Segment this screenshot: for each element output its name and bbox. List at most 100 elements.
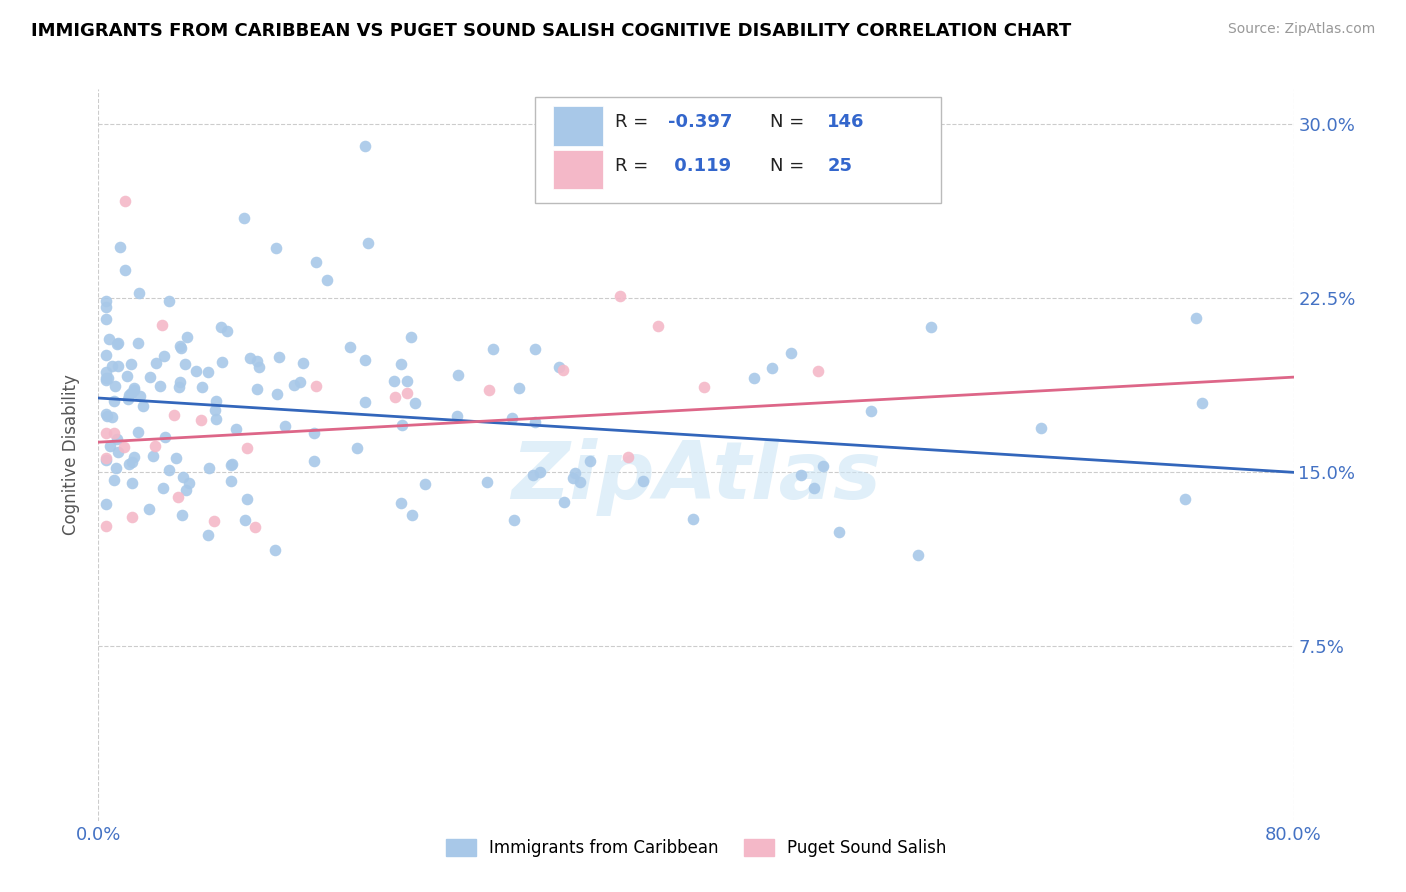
Point	[167, 380, 190, 394]
Point	[103, 474, 125, 488]
Legend: Immigrants from Caribbean, Puget Sound Salish: Immigrants from Caribbean, Puget Sound S…	[439, 832, 953, 863]
Point	[139, 370, 162, 384]
Point	[578, 454, 600, 468]
Point	[551, 363, 574, 377]
Point	[121, 455, 143, 469]
Point	[446, 409, 468, 423]
Text: ZipAtlas: ZipAtlas	[510, 438, 882, 516]
Point	[357, 236, 380, 251]
Point	[247, 360, 270, 375]
Text: Source: ZipAtlas.com: Source: ZipAtlas.com	[1227, 22, 1375, 37]
Point	[107, 359, 129, 373]
Point	[478, 383, 501, 397]
Point	[404, 395, 426, 409]
Point	[346, 441, 368, 455]
Text: N =: N =	[770, 157, 810, 175]
Point	[205, 411, 228, 425]
Point	[121, 476, 143, 491]
Point	[302, 454, 325, 468]
Point	[1191, 395, 1213, 409]
Point	[354, 353, 377, 368]
Point	[121, 510, 143, 524]
Point	[617, 450, 640, 464]
FancyBboxPatch shape	[534, 96, 941, 202]
Point	[94, 497, 117, 511]
Point	[103, 394, 125, 409]
Point	[211, 354, 233, 368]
Point	[790, 468, 813, 483]
Point	[742, 371, 765, 385]
Text: 0.119: 0.119	[668, 157, 731, 175]
Point	[145, 355, 167, 369]
Point	[115, 369, 138, 384]
Text: 146: 146	[827, 113, 865, 131]
Point	[274, 419, 297, 434]
Point	[152, 481, 174, 495]
Point	[235, 512, 257, 526]
Point	[153, 430, 176, 444]
Point	[143, 439, 166, 453]
Point	[391, 417, 413, 432]
Point	[221, 457, 243, 471]
Point	[633, 474, 655, 488]
Point	[283, 378, 305, 392]
Point	[396, 385, 419, 400]
Point	[127, 335, 149, 350]
Text: IMMIGRANTS FROM CARIBBEAN VS PUGET SOUND SALISH COGNITIVE DISABILITY CORRELATION: IMMIGRANTS FROM CARIBBEAN VS PUGET SOUND…	[31, 22, 1071, 40]
Point	[98, 439, 121, 453]
Point	[235, 492, 257, 507]
Point	[609, 289, 631, 303]
Point	[118, 457, 141, 471]
Point	[353, 394, 375, 409]
Point	[172, 470, 194, 484]
Point	[264, 241, 287, 255]
Point	[114, 441, 136, 455]
Point	[197, 365, 219, 379]
Point	[503, 513, 526, 527]
Point	[157, 294, 180, 309]
Point	[94, 371, 117, 385]
Point	[1185, 311, 1208, 326]
Point	[304, 255, 326, 269]
Point	[128, 285, 150, 300]
Point	[267, 350, 290, 364]
Point	[384, 390, 406, 404]
Point	[522, 467, 544, 482]
Point	[176, 330, 198, 344]
Point	[780, 346, 803, 360]
Point	[219, 474, 242, 488]
Point	[204, 403, 226, 417]
Point	[142, 449, 165, 463]
Point	[266, 387, 288, 401]
Point	[122, 383, 145, 397]
Point	[761, 361, 783, 376]
Point	[124, 381, 146, 395]
Point	[149, 378, 172, 392]
Point	[225, 422, 247, 436]
Point	[129, 389, 152, 403]
Text: -0.397: -0.397	[668, 113, 733, 131]
Point	[1174, 491, 1197, 506]
Point	[190, 380, 212, 394]
Point	[169, 339, 191, 353]
Text: R =: R =	[614, 157, 654, 175]
Point	[1031, 421, 1053, 435]
Point	[94, 426, 117, 441]
Point	[693, 380, 716, 394]
Point	[96, 409, 118, 423]
Point	[105, 461, 128, 475]
Point	[339, 340, 361, 354]
Point	[127, 425, 149, 439]
Point	[396, 375, 419, 389]
Point	[122, 450, 145, 464]
Point	[475, 475, 498, 489]
Point	[163, 408, 186, 422]
Point	[197, 461, 219, 475]
Point	[174, 483, 197, 498]
Point	[215, 324, 238, 338]
Point	[118, 388, 141, 402]
Point	[172, 508, 194, 523]
Point	[103, 426, 125, 441]
Point	[120, 357, 142, 371]
Point	[107, 444, 129, 458]
